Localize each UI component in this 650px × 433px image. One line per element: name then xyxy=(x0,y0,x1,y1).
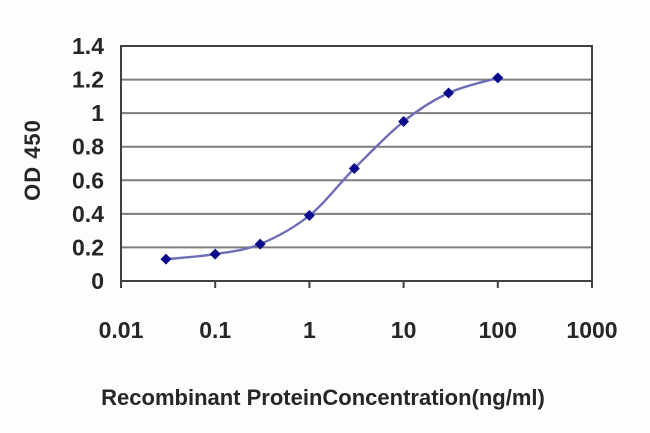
data-point-marker xyxy=(254,238,266,250)
y-tick-label: 0.8 xyxy=(72,134,104,160)
x-axis-title: Recombinant ProteinConcentration(ng/ml) xyxy=(101,385,545,410)
data-point-marker xyxy=(443,87,455,99)
x-tick-label: 1000 xyxy=(566,317,617,343)
y-tick-label: 0 xyxy=(91,268,104,294)
x-tick-label: 10 xyxy=(391,317,417,343)
x-tick-label: 0.01 xyxy=(99,317,144,343)
data-point-marker xyxy=(492,72,504,84)
series-line xyxy=(164,76,499,261)
y-axis-title: OD 450 xyxy=(20,119,45,201)
data-point-marker xyxy=(398,116,410,128)
y-tick-label: 1 xyxy=(91,100,104,126)
y-tick-label: 0.4 xyxy=(72,201,104,227)
data-point-marker xyxy=(303,210,315,222)
data-point-marker xyxy=(209,248,221,260)
x-tick-label: 100 xyxy=(479,317,517,343)
data-point-marker xyxy=(348,163,360,175)
x-tick-label: 1 xyxy=(303,317,316,343)
plot-background xyxy=(121,46,592,281)
y-tick-label: 1.2 xyxy=(72,67,104,93)
y-tick-label: 1.4 xyxy=(72,33,104,59)
data-point-marker xyxy=(160,253,172,265)
y-tick-label: 0.2 xyxy=(72,234,104,260)
plot-frame xyxy=(120,45,593,282)
y-tick-label: 0.6 xyxy=(72,167,104,193)
x-tick-label: 0.1 xyxy=(199,317,231,343)
